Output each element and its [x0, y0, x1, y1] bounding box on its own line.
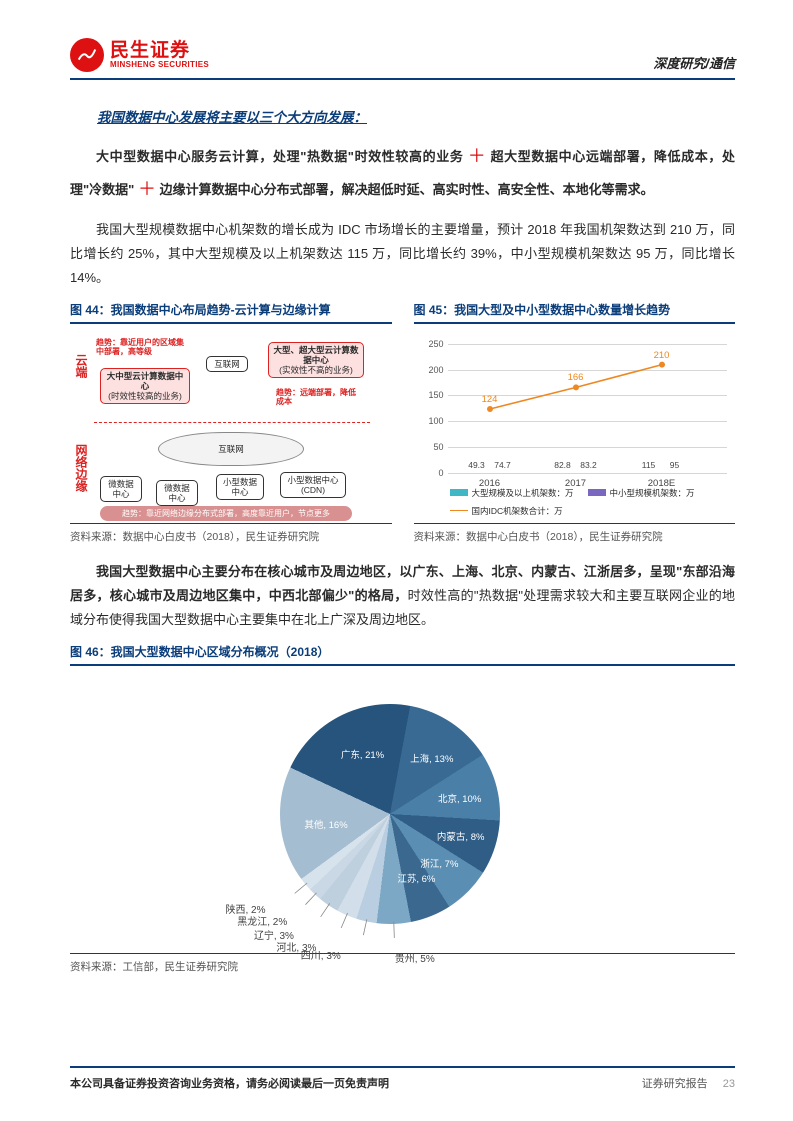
paragraph-3: 我国大型数据中心主要分布在核心城市及周边地区，以广东、上海、北京、内蒙古、江浙居… [70, 560, 735, 632]
plus-icon: ＋ [468, 146, 487, 166]
section-heading: 我国数据中心发展将主要以三个大方向发展： [70, 106, 735, 126]
box-big-dc: 大中型云计算数据中心 (时效性较高的业务) [100, 368, 190, 405]
p1-bold-c: 边缘计算数据中心分布式部署，解决超低时延、高实时性、高安全性、本地化等需求。 [156, 182, 654, 197]
page-footer: 本公司具备证券投资咨询业务资格，请务必阅读最后一页免责声明 证券研究报告 23 [70, 1066, 735, 1091]
figure-46: 图 46：我国大型数据中心区域分布概况（2018） 广东, 21%上海, 13%… [70, 643, 735, 974]
trend-banner: 趋势：靠近网络边缘分布式部署，高度靠近用户，节点更多 [100, 506, 352, 521]
divider-dash [94, 422, 370, 423]
box-big-sub: (时效性较高的业务) [105, 391, 185, 401]
fig46-title: 图 46：我国大型数据中心区域分布概况（2018） [70, 643, 735, 666]
box-big-title: 大中型云计算数据中心 [105, 371, 185, 391]
trend1-text: 趋势：靠近用户的区域集中部署，高等级 [96, 338, 186, 356]
box-internet: 互联网 [206, 356, 248, 372]
fig46-pie [280, 704, 500, 924]
fig44-source: 资料来源：数据中心白皮书（2018），民生证券研究院 [70, 529, 392, 544]
box-super-sub: (实效性不高的业务) [273, 365, 359, 375]
paragraph-2: 我国大型规模数据中心机架数的增长成为 IDC 市场增长的主要增量，预计 2018… [70, 218, 735, 290]
box-super-dc: 大型、超大型云计算数据中心 (实效性不高的业务) [268, 342, 364, 379]
cloud-internet: 互联网 [158, 432, 304, 466]
logo-text-en: MINSHENG SECURITIES [110, 61, 209, 69]
figure-44: 图 44：我国数据中心布局趋势-云计算与边缘计算 云端 网络边缘 趋势：靠近用户… [70, 301, 392, 544]
box-super-title: 大型、超大型云计算数据中心 [273, 345, 359, 365]
page-number: 23 [723, 1078, 735, 1090]
node-micro-1: 微数据中心 [100, 476, 142, 502]
logo-text-cn: 民生证券 [110, 41, 209, 61]
footer-doc-type: 证券研究报告 [642, 1078, 708, 1090]
fig45-title: 图 45：我国大型及中小型数据中心数量增长趋势 [414, 301, 736, 324]
node-micro-2: 微数据中心 [156, 480, 198, 506]
fig45-chart: 05010015020025049.374.7201612482.883.220… [416, 336, 734, 519]
side-label-cloud: 云端 [72, 354, 90, 378]
paragraph-1: 大中型数据中心服务云计算，处理"热数据"时效性较高的业务 ＋ 超大型数据中心远端… [70, 140, 735, 207]
node-small-1: 小型数据中心 [216, 474, 264, 500]
node-small-2: 小型数据中心(CDN) [280, 472, 346, 498]
plus-icon: ＋ [138, 179, 156, 199]
fig45-source: 资料来源：数据中心白皮书（2018），民生证券研究院 [414, 529, 736, 544]
p1-bold-a: 大中型数据中心服务云计算，处理"热数据"时效性较高的业务 [96, 149, 468, 164]
page-header: 民生证券 MINSHENG SECURITIES 深度研究/通信 [70, 38, 735, 80]
logo: 民生证券 MINSHENG SECURITIES [70, 38, 209, 72]
figure-45: 图 45：我国大型及中小型数据中心数量增长趋势 0501001502002504… [414, 301, 736, 544]
header-category: 深度研究/通信 [653, 53, 735, 72]
logo-mark-icon [70, 38, 104, 72]
footer-right: 证券研究报告 23 [642, 1075, 735, 1091]
footer-disclaimer: 本公司具备证券投资咨询业务资格，请务必阅读最后一页免责声明 [70, 1075, 389, 1091]
side-label-edge: 网络边缘 [72, 444, 90, 492]
fig44-title: 图 44：我国数据中心布局趋势-云计算与边缘计算 [70, 301, 392, 324]
fig44-diagram: 云端 网络边缘 趋势：靠近用户的区域集中部署，高等级 大中型云计算数据中心 (时… [72, 336, 390, 519]
trend2-text: 趋势：远端部署，降低成本 [276, 388, 358, 406]
